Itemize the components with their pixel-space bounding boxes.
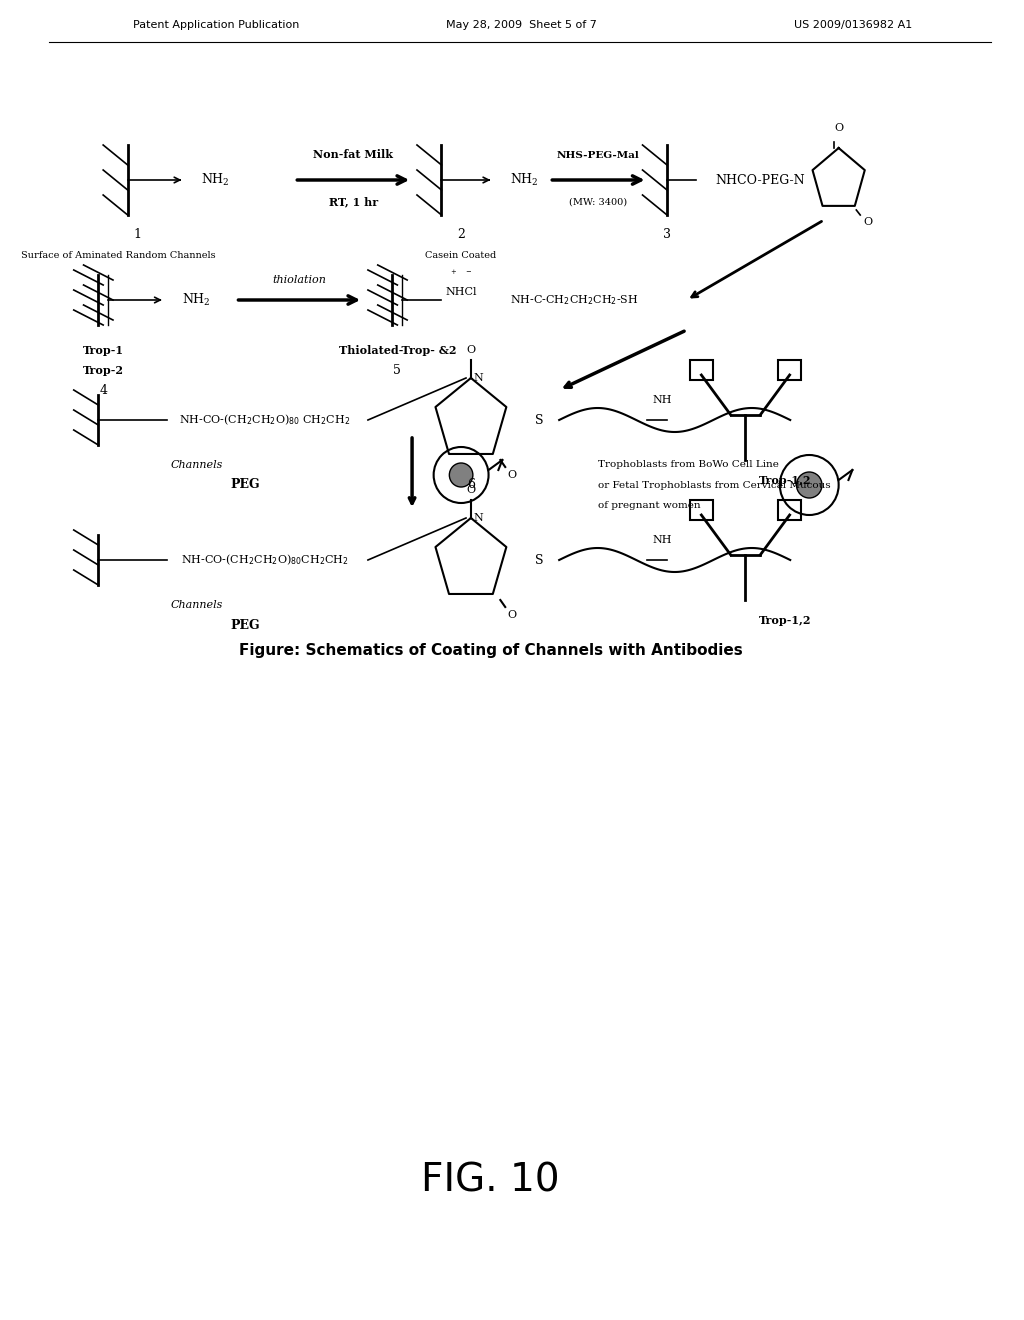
Text: S: S bbox=[536, 413, 544, 426]
Text: FIG. 10: FIG. 10 bbox=[421, 1162, 560, 1199]
Text: Patent Application Publication: Patent Application Publication bbox=[133, 20, 299, 30]
Text: Surface of Aminated Random Channels: Surface of Aminated Random Channels bbox=[20, 251, 215, 260]
Circle shape bbox=[797, 473, 822, 498]
Text: NH-CO-(CH$_2$CH$_2$O)$_{80}$ CH$_2$CH$_2$: NH-CO-(CH$_2$CH$_2$O)$_{80}$ CH$_2$CH$_2… bbox=[179, 413, 350, 428]
Text: 2: 2 bbox=[457, 228, 465, 242]
Text: N: N bbox=[474, 513, 483, 523]
Text: Trop-2: Trop-2 bbox=[83, 364, 124, 375]
Text: NHCl: NHCl bbox=[445, 286, 477, 297]
Text: $\mathregular{^+}$  $\mathregular{^-}$: $\mathregular{^+}$ $\mathregular{^-}$ bbox=[450, 269, 473, 281]
Text: NHCO-PEG-N: NHCO-PEG-N bbox=[716, 173, 805, 186]
Text: 1: 1 bbox=[133, 228, 141, 242]
Text: $\mathregular{NH_2}$: $\mathregular{NH_2}$ bbox=[202, 172, 230, 187]
Circle shape bbox=[450, 463, 473, 487]
Text: Channels: Channels bbox=[170, 601, 222, 610]
Bar bbox=[778, 500, 802, 520]
Text: NH: NH bbox=[652, 395, 672, 405]
Text: Channels: Channels bbox=[170, 459, 222, 470]
Text: S: S bbox=[536, 553, 544, 566]
Text: N: N bbox=[474, 374, 483, 383]
Text: Trop-1,2: Trop-1,2 bbox=[759, 615, 811, 626]
Bar bbox=[778, 360, 802, 380]
Text: or Fetal Trophoblasts from Cervical Mucous: or Fetal Trophoblasts from Cervical Muco… bbox=[598, 480, 831, 490]
Text: NH-CO-(CH$_2$CH$_2$O)$_{80}$CH$_2$CH$_2$: NH-CO-(CH$_2$CH$_2$O)$_{80}$CH$_2$CH$_2$ bbox=[181, 553, 349, 568]
Text: May 28, 2009  Sheet 5 of 7: May 28, 2009 Sheet 5 of 7 bbox=[446, 20, 597, 30]
Text: Casein Coated: Casein Coated bbox=[426, 251, 497, 260]
Text: NHS-PEG-Mal: NHS-PEG-Mal bbox=[557, 150, 640, 160]
Text: O: O bbox=[863, 216, 872, 227]
Text: US 2009/0136982 A1: US 2009/0136982 A1 bbox=[795, 20, 912, 30]
Text: O: O bbox=[508, 610, 517, 620]
Text: 3: 3 bbox=[664, 228, 671, 242]
Text: 5: 5 bbox=[393, 363, 401, 376]
Bar bbox=[689, 500, 713, 520]
Text: 4: 4 bbox=[99, 384, 108, 396]
Text: $\mathregular{NH_2}$: $\mathregular{NH_2}$ bbox=[510, 172, 539, 187]
Text: 6: 6 bbox=[467, 479, 475, 491]
Text: Figure: Schematics of Coating of Channels with Antibodies: Figure: Schematics of Coating of Channel… bbox=[239, 643, 742, 657]
Text: thiolation: thiolation bbox=[272, 275, 327, 285]
Text: Trop-1: Trop-1 bbox=[83, 345, 124, 355]
Text: (MW: 3400): (MW: 3400) bbox=[569, 198, 628, 206]
Text: Trop-1,2: Trop-1,2 bbox=[759, 474, 811, 486]
Text: O: O bbox=[466, 484, 475, 495]
Text: PEG: PEG bbox=[230, 479, 260, 491]
Text: $\mathregular{NH_2}$: $\mathregular{NH_2}$ bbox=[181, 292, 210, 308]
Text: PEG: PEG bbox=[230, 619, 260, 631]
Text: NH-C-CH$_2$CH$_2$CH$_2$-SH: NH-C-CH$_2$CH$_2$CH$_2$-SH bbox=[510, 293, 639, 308]
Text: Thiolated-Trop- &2: Thiolated-Trop- &2 bbox=[339, 345, 456, 355]
Text: Non-fat Milk: Non-fat Milk bbox=[313, 149, 393, 161]
Text: O: O bbox=[508, 470, 517, 480]
Bar bbox=[689, 360, 713, 380]
Text: O: O bbox=[835, 123, 843, 133]
Text: O: O bbox=[466, 345, 475, 355]
Text: Trophoblasts from BoWo Cell Line: Trophoblasts from BoWo Cell Line bbox=[598, 461, 779, 470]
Text: RT, 1 hr: RT, 1 hr bbox=[329, 197, 378, 207]
Text: of pregnant women: of pregnant women bbox=[598, 500, 701, 510]
Text: NH: NH bbox=[652, 535, 672, 545]
